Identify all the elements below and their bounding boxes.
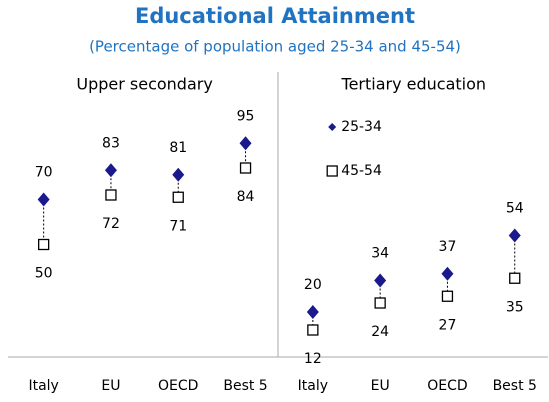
dot: [508, 228, 521, 243]
value-label: 71: [169, 218, 187, 234]
value-label: 83: [102, 135, 120, 151]
dot: [105, 189, 117, 201]
dot: [374, 297, 386, 309]
dot: [509, 272, 521, 284]
dot: [307, 324, 319, 336]
dot: [38, 238, 50, 251]
dot: [172, 167, 185, 182]
value-label: 20: [304, 277, 322, 293]
dot: [374, 273, 387, 288]
legend-label: 25-34: [341, 119, 382, 135]
panel-label: Upper secondary: [76, 75, 212, 94]
x-tick-label: Best 5: [223, 378, 267, 394]
x-tick-label: Best 5: [493, 378, 537, 394]
x-tick-label: Italy: [28, 378, 58, 394]
value-label: 27: [439, 317, 457, 333]
dot: [441, 290, 454, 302]
value-label: 81: [169, 140, 187, 156]
dot: [104, 163, 117, 178]
dot: [239, 162, 252, 174]
x-tick-label: OECD: [158, 378, 198, 394]
legend-label: 45-54: [341, 163, 382, 179]
panel-label: Tertiary education: [341, 75, 487, 94]
chart-subtitle: (Percentage of population aged 25-34 and…: [89, 38, 461, 56]
dot: [239, 136, 252, 151]
legend-marker: [326, 165, 338, 177]
chart-title: Educational Attainment: [135, 4, 415, 28]
x-tick-label: EU: [371, 378, 390, 394]
value-label: 95: [237, 108, 255, 124]
x-tick-label: EU: [101, 378, 120, 394]
dot: [37, 192, 50, 207]
dot: [306, 305, 319, 319]
x-tick-label: Italy: [298, 378, 328, 394]
value-label: 50: [35, 266, 53, 282]
dot: [441, 266, 454, 281]
value-label: 84: [237, 189, 255, 205]
value-label: 24: [371, 324, 389, 340]
x-tick-label: OECD: [427, 378, 467, 394]
value-label: 72: [102, 216, 120, 232]
value-label: 54: [506, 201, 524, 217]
dot: [172, 191, 184, 203]
value-label: 37: [439, 239, 457, 255]
value-label: 70: [35, 165, 53, 181]
value-label: 12: [304, 351, 322, 367]
legend-marker: [328, 123, 337, 131]
value-label: 35: [506, 299, 524, 315]
value-label: 34: [371, 246, 389, 262]
